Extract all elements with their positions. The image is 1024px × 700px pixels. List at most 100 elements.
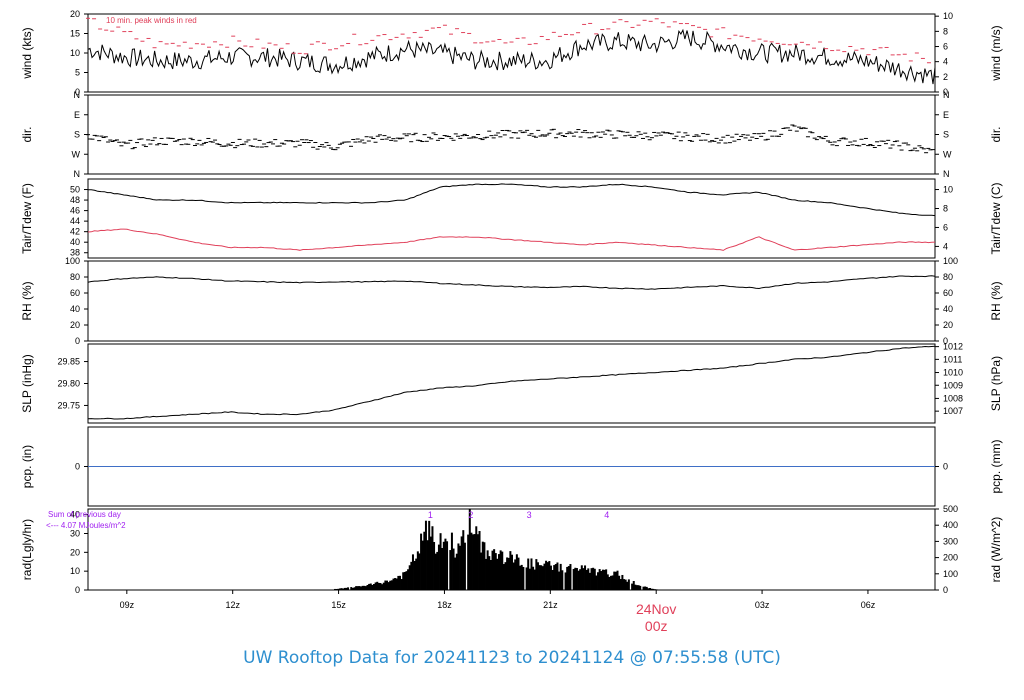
y-tick-label-right: E [943, 110, 949, 120]
y-axis-label-right: SLP (hPa) [989, 356, 1003, 411]
x-tick-label: 03z [755, 600, 770, 610]
y-tick-label-right: 4 [943, 241, 948, 251]
radiation-bar [650, 588, 653, 590]
radiation-bar [377, 582, 380, 590]
radiation-bar [405, 571, 408, 590]
y-tick-label: 30 [70, 528, 80, 538]
series-line-tair [88, 183, 936, 217]
panel-frame [87, 94, 936, 175]
radiation-bar [442, 541, 445, 590]
radiation-bar [582, 568, 585, 590]
radiation-bar [498, 554, 501, 590]
radiation-bar [585, 569, 588, 590]
radiation-bar [600, 571, 603, 590]
radiation-bar [392, 578, 395, 590]
radiation-bar [506, 557, 509, 590]
radiation-bar [353, 587, 356, 590]
panel-frame [87, 343, 936, 424]
y-tick-label-right: 300 [943, 536, 958, 546]
radiation-bar [350, 587, 353, 590]
radiation-bar [590, 568, 593, 590]
radiation-bar [420, 533, 423, 590]
radiation-bar [416, 551, 419, 590]
radiation-bar [394, 578, 397, 590]
radiation-bar [519, 565, 522, 590]
radiation-bar [483, 542, 486, 590]
radiation-bar [577, 570, 580, 590]
radiation-bar [342, 588, 345, 590]
radiation-bar [431, 526, 434, 590]
radiation-bar [530, 558, 533, 590]
y-tick-label-right: 500 [943, 504, 958, 514]
y-axis-label: pcp. (in) [20, 445, 34, 488]
radiation-bar [334, 588, 337, 590]
x-tick-label: 06z [861, 600, 876, 610]
radiation-bar [361, 585, 364, 590]
y-tick-label-right: W [943, 149, 952, 159]
radiation-bar [527, 558, 530, 590]
radiation-bar [655, 589, 658, 590]
radiation-bar [473, 534, 476, 590]
radiation-bar [525, 567, 528, 590]
radiation-bar [603, 569, 606, 590]
radiation-bar [398, 575, 401, 590]
radiation-bar [631, 583, 634, 590]
radiation-bar [387, 582, 390, 590]
radiation-bar [424, 520, 427, 590]
radiation-bar [433, 541, 436, 590]
y-tick-label: 48 [70, 195, 80, 205]
radiation-bar [355, 586, 358, 590]
radiation-bar [541, 566, 544, 590]
y-tick-label-right: 1008 [943, 393, 963, 403]
y-axis-label: SLP (inHg) [20, 354, 34, 412]
radiation-bar [446, 541, 449, 590]
radiation-bar [572, 568, 575, 590]
day-marker-time: 00z [645, 618, 668, 634]
y-tick-label: 20 [70, 9, 80, 19]
radiation-bar [566, 566, 569, 590]
radiation-bar [381, 584, 384, 590]
radiation-bar [545, 560, 548, 590]
y-tick-label-right: 0 [943, 585, 948, 595]
radiation-bar [439, 533, 442, 590]
series-line-wind [87, 28, 936, 85]
radiation-bar [494, 553, 497, 590]
radiation-bar [618, 575, 621, 590]
y-tick-label-right: 8 [943, 26, 948, 36]
radiation-bar [592, 567, 595, 590]
radiation-bar [549, 565, 552, 590]
radiation-bar [475, 526, 478, 590]
radiation-bar [507, 557, 510, 590]
y-tick-label-right: 8 [943, 203, 948, 213]
radiation-bar [462, 530, 465, 590]
y-tick-label-right: 400 [943, 520, 958, 530]
radiation-bar [364, 586, 367, 590]
radiation-bar [486, 550, 489, 590]
series-line-rh [87, 275, 936, 290]
radiation-bar [436, 551, 439, 590]
radiation-bar [358, 586, 361, 590]
radiation-bar [499, 550, 502, 590]
radiation-bar [371, 584, 374, 590]
radiation-bar [343, 587, 346, 590]
radiation-bar [390, 580, 393, 590]
radiation-bar [337, 588, 340, 590]
radiation-bar [351, 587, 354, 590]
y-tick-label: 40 [70, 237, 80, 247]
y-axis-label-right: dir. [989, 126, 1003, 142]
y-tick-label-right: S [943, 130, 949, 140]
y-tick-label-right: 1010 [943, 368, 963, 378]
radiation-bar [395, 578, 398, 590]
radiation-bar [653, 589, 656, 590]
y-tick-label-right: 1012 [943, 342, 963, 352]
radiation-bar [340, 588, 343, 590]
radiation-bar [463, 542, 466, 590]
series-line-slp [87, 345, 936, 420]
radiation-bar [408, 565, 411, 590]
radiation-bar [616, 570, 619, 590]
radiation-bar [470, 532, 473, 590]
y-tick-label-right: 100 [943, 256, 958, 266]
y-tick-label-right: 6 [943, 222, 948, 232]
radiation-bar [491, 550, 494, 590]
radiation-bar [556, 562, 559, 590]
